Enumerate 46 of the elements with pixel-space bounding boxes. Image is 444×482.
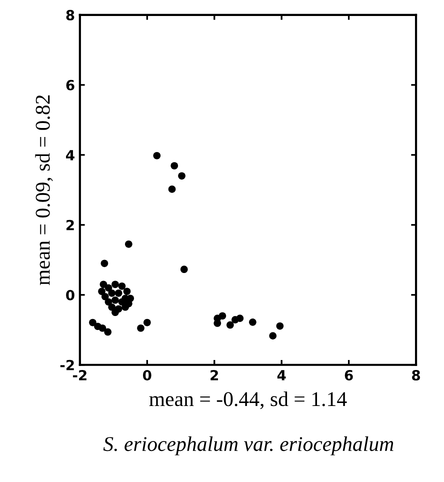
point [153,152,161,160]
point [124,240,132,248]
point [108,303,116,311]
point [98,288,106,296]
y-axis-title: mean = 0.09, sd = 0.82 [35,95,53,286]
y-tick-label: 6 [66,80,74,90]
point [123,288,131,296]
point [226,321,234,329]
x-tick-label: 0 [142,370,152,380]
point [89,318,96,326]
point [170,162,178,170]
point [104,328,112,336]
point [112,308,119,316]
x-tick-label: 2 [210,370,218,380]
point [178,172,186,180]
x-tick-label: 6 [344,370,353,380]
x-tick-label: 4 [277,370,286,380]
point [112,280,119,288]
point [214,320,222,327]
point [143,318,151,326]
point [112,296,119,304]
point [180,266,188,274]
point [114,289,122,297]
point [218,312,226,320]
y-tick-label: -2 [60,360,74,370]
x-tick-label: 8 [412,370,420,380]
y-tick-label: 4 [66,150,74,160]
x-axis-title: mean = -0.44, sd = 1.14 [149,392,347,410]
y-tick-label: 8 [66,10,74,20]
point [269,332,277,340]
point [108,289,116,297]
point [168,186,176,193]
point [118,282,126,290]
y-tick-label: 2 [66,220,74,230]
point [236,314,244,322]
point [249,318,256,326]
point [98,324,106,332]
text: S. eriocephalum var. eriocephalum [103,436,394,456]
y-tick-label: 0 [66,290,74,300]
point [104,284,112,292]
point [122,303,129,311]
point [101,292,109,300]
point [276,322,284,330]
point [100,260,108,268]
point [100,280,108,288]
point [137,324,144,332]
